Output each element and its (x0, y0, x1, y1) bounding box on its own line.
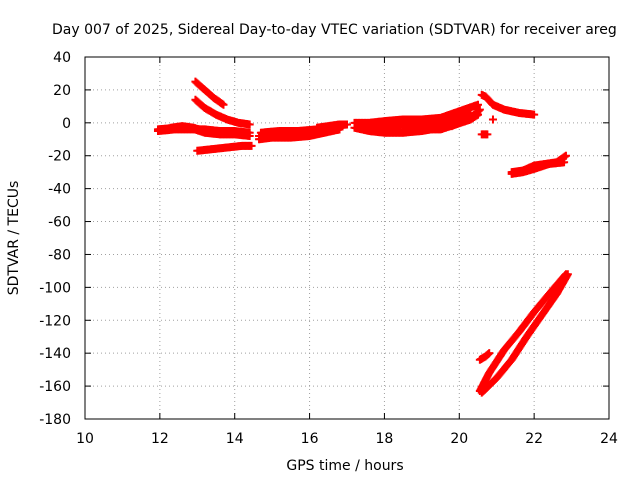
data-point (343, 120, 351, 129)
data-series (153, 77, 572, 397)
data-point (200, 127, 209, 136)
x-tick-label: 22 (525, 431, 543, 447)
data-point (475, 105, 484, 114)
y-tick-label: -20 (48, 149, 71, 165)
x-axis-label: GPS time / hours (286, 458, 403, 474)
y-tick-label: 0 (62, 116, 71, 132)
x-tick-label: 20 (450, 431, 468, 447)
y-tick-label: -100 (39, 280, 71, 296)
y-tick-label: -160 (39, 379, 71, 395)
data-point (563, 270, 572, 279)
series-arc-w (475, 349, 494, 364)
series-arc-r (488, 115, 497, 124)
x-tick-label: 18 (376, 431, 394, 447)
plot-frame (84, 56, 610, 420)
data-point (474, 110, 482, 119)
series-arc-d (191, 77, 228, 109)
y-tick-label: -120 (39, 313, 71, 329)
series-arc-e (191, 95, 254, 129)
data-point (561, 151, 570, 160)
y-tick-label: -80 (48, 247, 71, 263)
y-tick-label: -40 (48, 182, 71, 198)
series-arc-v (477, 270, 572, 397)
x-tick-label: 14 (226, 431, 244, 447)
y-tick-labels: 40 20 0 -20 -40 -60 -80 -100 -120 -140 -160 -180 (39, 50, 71, 428)
chart-title: Day 007 of 2025, Sidereal Day-to-day VTE… (52, 22, 617, 38)
data-point (219, 100, 228, 109)
series-arc-q (477, 130, 492, 139)
series-arc-p (477, 90, 539, 119)
data-point (560, 158, 569, 167)
data-point (247, 141, 256, 150)
series-arc-f (193, 141, 256, 155)
series-arc-t (507, 158, 569, 178)
series-arc-j (313, 120, 351, 132)
series-arc-c (167, 122, 209, 136)
data-point (485, 349, 494, 358)
y-tick-label: 40 (53, 50, 71, 66)
data-point (488, 115, 497, 124)
data-point (483, 130, 492, 139)
y-tick-label: -60 (48, 215, 71, 231)
data-point (245, 131, 254, 140)
x-tick-label: 10 (76, 431, 94, 447)
y-tick-label: 20 (53, 83, 71, 99)
x-tick-label: 24 (600, 431, 618, 447)
x-tick-labels: 10 12 14 16 18 20 22 24 (76, 431, 618, 447)
y-tick-label: -140 (39, 346, 71, 362)
data-point (245, 120, 254, 129)
x-tick-label: 16 (301, 431, 319, 447)
data-point (530, 110, 539, 119)
y-tick-label: -180 (39, 412, 71, 428)
series-arc-o (399, 110, 482, 134)
x-tick-label: 12 (151, 431, 169, 447)
y-axis-label: SDTVAR / TECUs (6, 181, 22, 296)
